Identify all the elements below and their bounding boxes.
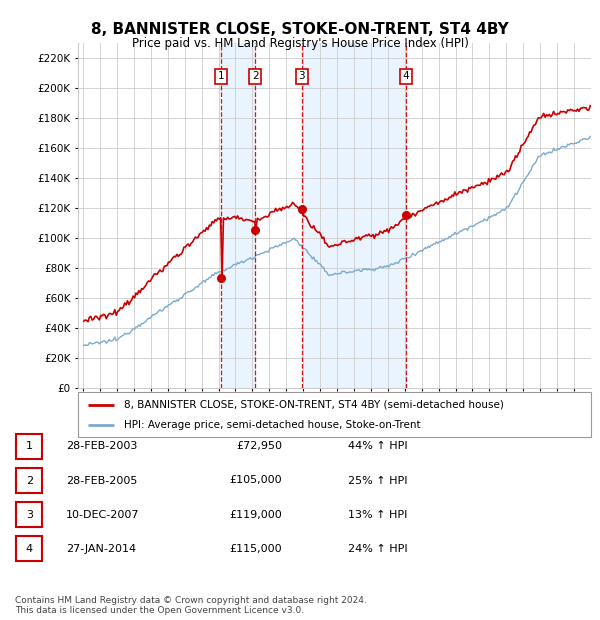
- Text: 1: 1: [218, 71, 225, 81]
- Text: £72,950: £72,950: [236, 441, 282, 451]
- Bar: [302, 43, 406, 388]
- Text: 4: 4: [26, 544, 33, 554]
- FancyBboxPatch shape: [16, 468, 43, 493]
- FancyBboxPatch shape: [16, 434, 43, 459]
- Text: £105,000: £105,000: [229, 476, 282, 485]
- Text: 13% ↑ HPI: 13% ↑ HPI: [348, 510, 407, 520]
- Text: 28-FEB-2005: 28-FEB-2005: [66, 476, 137, 485]
- Text: 25% ↑ HPI: 25% ↑ HPI: [348, 476, 407, 485]
- Bar: [221, 43, 255, 388]
- Text: Price paid vs. HM Land Registry's House Price Index (HPI): Price paid vs. HM Land Registry's House …: [131, 37, 469, 50]
- Text: 10-DEC-2007: 10-DEC-2007: [66, 510, 139, 520]
- Text: £115,000: £115,000: [229, 544, 282, 554]
- Text: 3: 3: [299, 71, 305, 81]
- Text: 3: 3: [26, 510, 33, 520]
- Text: 2: 2: [26, 476, 33, 485]
- Text: 4: 4: [403, 71, 409, 81]
- Text: 8, BANNISTER CLOSE, STOKE-ON-TRENT, ST4 4BY: 8, BANNISTER CLOSE, STOKE-ON-TRENT, ST4 …: [91, 22, 509, 37]
- Text: £119,000: £119,000: [229, 510, 282, 520]
- Text: 28-FEB-2003: 28-FEB-2003: [66, 441, 137, 451]
- Text: 2: 2: [252, 71, 259, 81]
- Text: 24% ↑ HPI: 24% ↑ HPI: [348, 544, 407, 554]
- Text: 44% ↑ HPI: 44% ↑ HPI: [348, 441, 407, 451]
- Text: HPI: Average price, semi-detached house, Stoke-on-Trent: HPI: Average price, semi-detached house,…: [124, 420, 421, 430]
- Text: 8, BANNISTER CLOSE, STOKE-ON-TRENT, ST4 4BY (semi-detached house): 8, BANNISTER CLOSE, STOKE-ON-TRENT, ST4 …: [124, 399, 504, 410]
- Text: Contains HM Land Registry data © Crown copyright and database right 2024.
This d: Contains HM Land Registry data © Crown c…: [15, 596, 367, 615]
- FancyBboxPatch shape: [16, 502, 43, 527]
- Text: 1: 1: [26, 441, 33, 451]
- FancyBboxPatch shape: [16, 536, 43, 561]
- Text: 27-JAN-2014: 27-JAN-2014: [66, 544, 136, 554]
- FancyBboxPatch shape: [78, 392, 591, 437]
